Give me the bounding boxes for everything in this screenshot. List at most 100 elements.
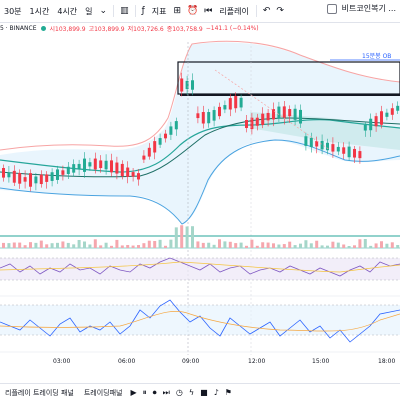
volume-bar — [164, 245, 167, 248]
candle — [272, 109, 275, 120]
candle — [380, 111, 383, 125]
volume-bar — [212, 244, 216, 248]
candle — [147, 147, 151, 157]
checkbox[interactable] — [326, 3, 337, 14]
indicators-button[interactable]: 지표 — [151, 6, 167, 16]
volume-bar — [369, 245, 373, 248]
candle — [207, 112, 211, 124]
toolbar-divider — [113, 5, 115, 17]
volume-bar — [153, 240, 157, 248]
volume-bar — [363, 239, 367, 248]
candle — [72, 164, 76, 173]
volume-bar — [309, 243, 313, 248]
compare-toggle[interactable]: 비트코인복기 ... — [326, 3, 396, 14]
moving-average-line — [0, 119, 400, 173]
volume-bar — [99, 245, 103, 248]
rsi-signal-line — [0, 261, 400, 273]
volume-bar — [2, 242, 5, 248]
redo-icon[interactable]: ↷ — [276, 6, 284, 16]
layout-icon[interactable]: ⊞ — [173, 6, 182, 16]
pause-icon[interactable]: ⏸ — [142, 387, 147, 397]
play-icon[interactable]: ▶ — [130, 388, 137, 397]
volume-bar — [380, 241, 383, 248]
candle — [201, 112, 205, 124]
order-block-box-lower[interactable] — [180, 94, 400, 96]
candle — [126, 167, 130, 177]
candle — [104, 160, 108, 170]
record-icon[interactable]: ⏺ — [152, 387, 157, 397]
candle — [39, 174, 43, 185]
undo-icon[interactable]: ↶ — [262, 6, 271, 16]
volume-bar — [342, 244, 346, 248]
volume-bar — [304, 240, 308, 248]
candle — [342, 147, 346, 154]
volume-bar — [180, 225, 184, 248]
candle — [309, 137, 313, 148]
candle — [185, 80, 189, 90]
volume-bar — [29, 242, 32, 248]
tab-trading-panel[interactable]: 트레이딩패널 — [83, 388, 123, 397]
flag-icon[interactable]: ⚑ — [224, 388, 232, 397]
timeframe-1d[interactable]: 일 — [85, 6, 93, 16]
candle — [120, 163, 124, 177]
candle — [250, 117, 254, 130]
volume-bar — [169, 239, 173, 248]
top-toolbar: 30분 1시간 4시간 일 ⌄ ▥ ƒ 지표 ⊞ ⏰ ⏮ 리플레이 ↶ ↷ — [0, 0, 400, 23]
order-block-box[interactable] — [177, 61, 400, 95]
candle — [12, 170, 16, 183]
volume-bar — [83, 241, 86, 248]
timeframe-30m[interactable]: 30분 — [4, 6, 22, 16]
candle — [320, 140, 324, 150]
candle — [299, 109, 302, 124]
rsi-line — [0, 257, 400, 277]
candle — [218, 106, 221, 117]
toolbar-divider — [255, 5, 257, 17]
indicators-icon[interactable]: ƒ — [141, 6, 145, 16]
replay-button[interactable]: 리플레이 — [219, 6, 249, 16]
tab-replay-trading-panel[interactable]: 리플레이 트레이딩 패널 — [5, 388, 74, 397]
volume-bar — [50, 243, 54, 248]
volume-bar — [358, 239, 362, 248]
candles — [2, 72, 400, 192]
candle — [212, 110, 216, 121]
timeframe-4h[interactable]: 4시간 — [57, 6, 78, 16]
symbol-label[interactable]: 5 · BINANCE — [0, 25, 37, 32]
volume-bar — [326, 245, 329, 248]
close-value: 종103,758.9 — [166, 26, 203, 33]
candle — [77, 163, 81, 170]
volume-bar — [266, 242, 270, 248]
candle — [93, 158, 97, 170]
volume-bar — [390, 242, 394, 248]
candle — [2, 167, 5, 178]
candle — [88, 162, 92, 167]
candle-style-icon[interactable]: ▥ — [120, 6, 129, 16]
volume-bar — [374, 243, 378, 248]
clock-icon[interactable]: ◷ — [175, 388, 183, 397]
candle — [228, 98, 232, 110]
trend-line[interactable] — [214, 69, 331, 151]
volume-bar — [23, 245, 27, 248]
candle — [56, 169, 59, 180]
chevron-down-icon[interactable]: ⌄ — [99, 6, 108, 16]
candle — [266, 112, 270, 121]
volume-bar — [396, 244, 400, 248]
alert-icon[interactable]: ⏰ — [187, 6, 199, 16]
volume-bar — [191, 226, 194, 248]
candle — [83, 158, 86, 172]
sound-icon[interactable]: ♪ — [213, 388, 219, 397]
volume-bar — [277, 244, 281, 248]
candle — [358, 151, 362, 159]
stop-icon[interactable]: ■ — [200, 388, 208, 397]
volume-bar — [250, 239, 254, 248]
time-label: 12:00 — [248, 358, 266, 365]
candle — [34, 176, 38, 184]
volume-bar — [110, 245, 113, 248]
lightning-icon[interactable]: ϟ — [188, 388, 195, 397]
step-icon[interactable]: ⏭ — [162, 387, 170, 397]
volume-bar — [261, 242, 265, 248]
timeframe-1h[interactable]: 1시간 — [29, 6, 50, 16]
candle — [45, 174, 49, 182]
replay-icon[interactable]: ⏮ — [204, 6, 213, 16]
candle — [369, 118, 373, 131]
